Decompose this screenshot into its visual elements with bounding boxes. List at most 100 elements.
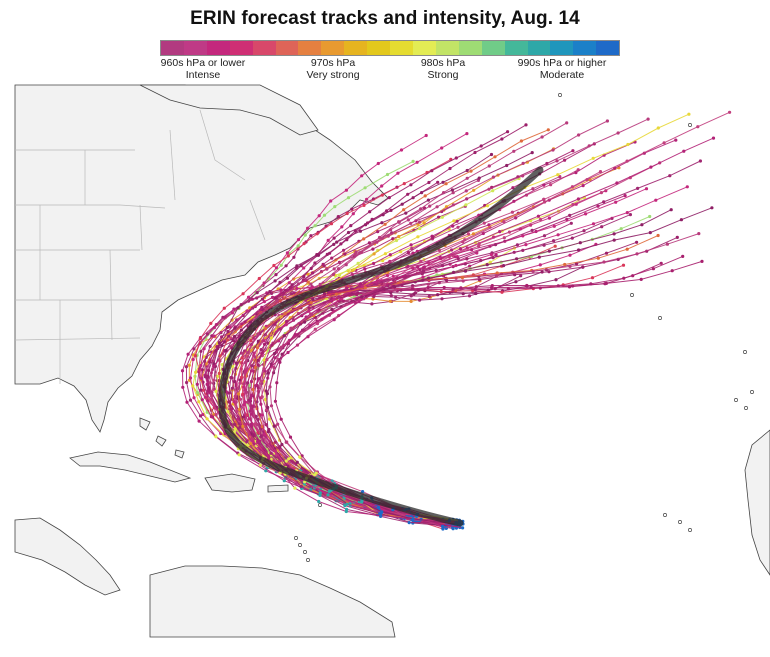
forecast-point: [556, 173, 560, 177]
forecast-point: [303, 320, 307, 324]
forecast-point: [427, 276, 431, 280]
forecast-point: [352, 267, 356, 271]
forecast-point: [687, 112, 691, 116]
forecast-point: [481, 231, 485, 236]
forecast-point: [467, 294, 472, 298]
forecast-point: [537, 255, 541, 259]
forecast-point: [456, 257, 460, 261]
forecast-point: [322, 264, 326, 268]
forecast-point: [233, 326, 237, 330]
forecast-point: [266, 405, 270, 410]
forecast-point: [675, 235, 679, 239]
forecast-point: [360, 174, 364, 178]
forecast-point: [602, 200, 606, 204]
forecast-point: [233, 426, 238, 431]
forecast-point: [274, 296, 278, 300]
forecast-point: [380, 221, 384, 225]
island-outline: [744, 406, 748, 410]
forecast-point: [376, 230, 380, 234]
forecast-point: [649, 165, 653, 169]
forecast-point: [235, 409, 239, 413]
forecast-point: [284, 264, 288, 268]
forecast-point: [626, 142, 630, 147]
forecast-point: [298, 455, 302, 459]
forecast-point: [656, 126, 660, 130]
central-america-landmass: [14, 517, 121, 596]
forecast-point: [260, 297, 265, 301]
forecast-point: [244, 427, 249, 431]
forecast-track-line: [260, 186, 688, 525]
forecast-point: [574, 171, 578, 175]
forecast-point: [385, 273, 390, 278]
forecast-point: [237, 392, 241, 396]
forecast-point: [278, 299, 282, 303]
forecast-point: [345, 211, 349, 216]
legend-swatch: [412, 41, 436, 55]
forecast-point: [191, 357, 195, 362]
forecast-point: [530, 151, 534, 155]
forecast-point: [236, 306, 240, 310]
forecast-point: [273, 322, 277, 326]
forecast-point: [249, 338, 253, 343]
forecast-point: [470, 248, 474, 252]
forecast-point: [538, 217, 543, 222]
forecast-point: [249, 379, 254, 384]
intensity-legend-bar: [160, 40, 620, 56]
forecast-point: [332, 318, 336, 322]
forecast-point: [584, 212, 588, 216]
forecast-point: [226, 410, 230, 414]
forecast-point: [247, 384, 251, 388]
legend-label-strong: 980s hPa Strong: [420, 57, 466, 81]
forecast-point: [229, 376, 233, 380]
forecast-point: [278, 280, 282, 284]
south-america-landmass: [149, 565, 396, 638]
forecast-point: [238, 381, 242, 385]
forecast-point: [529, 285, 533, 289]
forecast-point: [205, 382, 209, 386]
forecast-point: [267, 417, 271, 421]
forecast-point: [191, 384, 195, 388]
forecast-point: [454, 263, 458, 268]
forecast-point: [336, 215, 340, 219]
forecast-point: [282, 479, 286, 483]
forecast-point: [383, 282, 387, 286]
forecast-point: [265, 358, 269, 362]
forecast-point: [646, 117, 650, 121]
island-outline: [298, 543, 302, 547]
forecast-point: [317, 499, 321, 504]
forecast-point: [242, 385, 246, 389]
region-border: [249, 199, 266, 241]
forecast-point: [465, 257, 469, 261]
forecast-point: [665, 242, 670, 246]
forecast-point: [264, 423, 268, 427]
forecast-point: [266, 430, 270, 434]
island-outline: [688, 123, 692, 127]
forecast-point: [256, 339, 260, 343]
forecast-point: [435, 205, 439, 209]
forecast-point: [273, 440, 277, 444]
forecast-point: [345, 286, 349, 290]
forecast-point: [415, 160, 419, 164]
forecast-point: [406, 218, 410, 222]
forecast-point: [307, 309, 311, 313]
forecast-point: [275, 381, 279, 385]
forecast-point: [241, 292, 245, 296]
forecast-point: [505, 163, 509, 168]
forecast-point: [728, 110, 732, 114]
forecast-point: [258, 463, 262, 467]
forecast-point: [612, 238, 616, 242]
forecast-point: [344, 509, 348, 514]
forecast-point: [242, 403, 246, 407]
forecast-point: [521, 161, 525, 165]
forecast-point: [591, 222, 596, 226]
africa-landmass: [744, 429, 770, 576]
forecast-point: [237, 407, 241, 411]
forecast-point: [263, 432, 267, 436]
forecast-point: [332, 297, 336, 301]
forecast-point: [406, 251, 410, 255]
forecast-point: [309, 282, 313, 286]
forecast-point: [263, 397, 267, 402]
legend-swatch: [206, 41, 230, 55]
forecast-track-line: [210, 224, 531, 520]
forecast-point: [270, 343, 274, 347]
